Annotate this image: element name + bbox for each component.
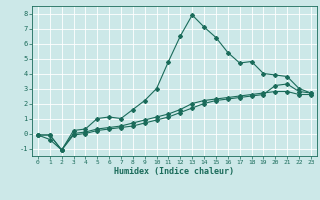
X-axis label: Humidex (Indice chaleur): Humidex (Indice chaleur) [115, 167, 234, 176]
